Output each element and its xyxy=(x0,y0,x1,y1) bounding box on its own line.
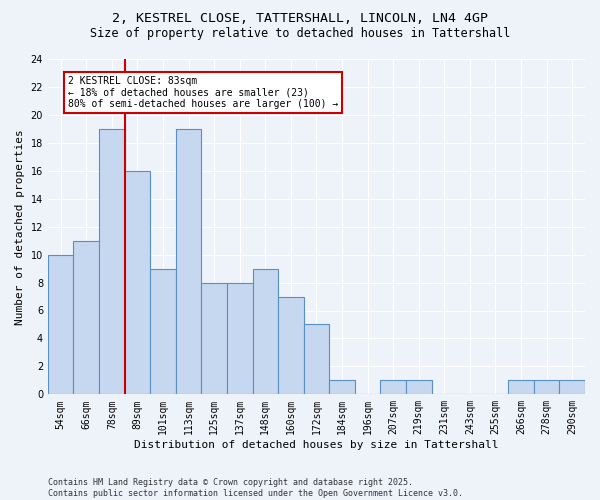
Text: Contains HM Land Registry data © Crown copyright and database right 2025.
Contai: Contains HM Land Registry data © Crown c… xyxy=(48,478,463,498)
Bar xyxy=(406,380,431,394)
Bar xyxy=(99,129,125,394)
Bar xyxy=(534,380,559,394)
Y-axis label: Number of detached properties: Number of detached properties xyxy=(15,129,25,324)
Bar xyxy=(73,240,99,394)
Bar xyxy=(253,268,278,394)
Bar xyxy=(559,380,585,394)
X-axis label: Distribution of detached houses by size in Tattershall: Distribution of detached houses by size … xyxy=(134,440,499,450)
Bar xyxy=(508,380,534,394)
Bar xyxy=(380,380,406,394)
Bar xyxy=(48,254,73,394)
Bar xyxy=(176,129,202,394)
Text: Size of property relative to detached houses in Tattershall: Size of property relative to detached ho… xyxy=(90,28,510,40)
Bar xyxy=(125,171,150,394)
Bar xyxy=(202,282,227,395)
Text: 2, KESTREL CLOSE, TATTERSHALL, LINCOLN, LN4 4GP: 2, KESTREL CLOSE, TATTERSHALL, LINCOLN, … xyxy=(112,12,488,26)
Bar xyxy=(278,296,304,394)
Bar xyxy=(329,380,355,394)
Bar xyxy=(227,282,253,395)
Text: 2 KESTREL CLOSE: 83sqm
← 18% of detached houses are smaller (23)
80% of semi-det: 2 KESTREL CLOSE: 83sqm ← 18% of detached… xyxy=(68,76,338,109)
Bar xyxy=(304,324,329,394)
Bar xyxy=(150,268,176,394)
